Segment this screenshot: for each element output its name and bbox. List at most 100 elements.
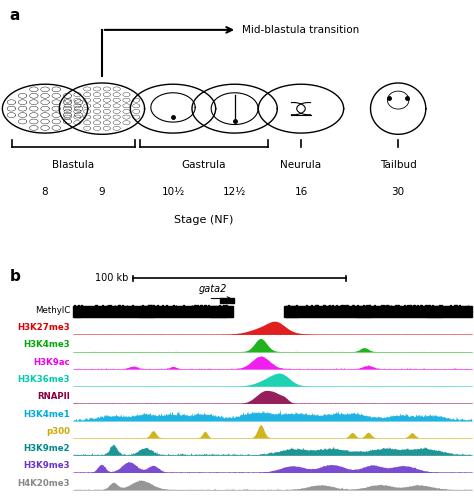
Bar <box>288 306 289 317</box>
Bar <box>112 306 113 317</box>
Bar <box>224 306 225 317</box>
Bar <box>306 306 307 317</box>
Bar <box>374 305 375 317</box>
Text: Neurula: Neurula <box>281 160 321 170</box>
Bar <box>461 306 462 317</box>
Bar <box>327 306 328 317</box>
Bar <box>101 306 102 317</box>
Text: b: b <box>9 269 20 284</box>
Bar <box>75 306 76 317</box>
Bar <box>422 306 423 317</box>
Bar <box>409 305 410 317</box>
Bar <box>140 306 141 317</box>
Bar <box>447 306 448 317</box>
Bar <box>411 306 412 317</box>
Bar <box>471 306 472 317</box>
Bar <box>364 306 365 317</box>
Bar <box>453 306 454 317</box>
Bar <box>225 305 226 317</box>
Bar <box>128 306 129 317</box>
Bar <box>429 305 430 317</box>
Bar <box>363 306 364 317</box>
Bar <box>350 306 351 317</box>
Bar <box>412 306 413 317</box>
Bar <box>74 305 75 317</box>
Bar <box>132 305 133 317</box>
Bar <box>116 306 117 317</box>
Bar <box>190 306 191 317</box>
Bar <box>370 305 371 317</box>
Bar <box>139 306 140 317</box>
Bar <box>205 305 206 317</box>
Bar <box>348 306 349 317</box>
Bar <box>324 305 325 317</box>
Bar <box>379 306 380 317</box>
Bar <box>395 305 396 317</box>
Bar <box>392 306 393 317</box>
Bar <box>301 306 302 317</box>
Bar <box>387 305 388 317</box>
Bar <box>196 306 197 317</box>
Bar <box>371 306 372 317</box>
Bar <box>119 305 120 317</box>
Bar <box>336 305 337 317</box>
Bar <box>189 306 190 317</box>
Text: 30: 30 <box>392 188 405 197</box>
Bar <box>103 306 104 317</box>
Bar <box>195 305 196 317</box>
Bar <box>164 306 165 317</box>
Bar <box>452 305 453 317</box>
Bar <box>186 306 187 317</box>
Bar <box>362 306 363 317</box>
Bar <box>380 305 381 317</box>
Bar <box>173 305 174 317</box>
Bar <box>173 306 174 317</box>
Text: H3K9me2: H3K9me2 <box>24 444 70 453</box>
Bar <box>102 305 103 317</box>
Bar <box>398 305 399 317</box>
Bar <box>329 306 330 317</box>
Bar <box>337 305 338 317</box>
Bar <box>206 306 207 317</box>
Bar <box>418 306 419 317</box>
Bar <box>320 306 321 317</box>
Bar <box>437 306 438 317</box>
Bar <box>221 306 222 317</box>
Bar <box>310 306 311 317</box>
Bar <box>185 306 186 317</box>
Bar <box>165 306 166 317</box>
Bar <box>457 306 458 317</box>
Bar <box>220 306 221 317</box>
Bar <box>400 306 401 317</box>
Bar <box>182 306 183 317</box>
Bar <box>377 306 378 317</box>
Bar <box>392 306 393 317</box>
Bar <box>332 305 333 317</box>
Bar <box>462 306 463 317</box>
Bar <box>85 306 86 317</box>
Text: RNAPII: RNAPII <box>37 392 70 401</box>
Bar <box>347 306 348 317</box>
Bar <box>176 306 177 317</box>
Bar <box>444 305 445 317</box>
Bar <box>412 306 413 317</box>
Bar <box>369 305 370 317</box>
Bar <box>120 306 121 317</box>
Bar <box>100 306 101 317</box>
Bar <box>291 306 292 317</box>
Bar <box>439 305 440 317</box>
Bar <box>378 306 379 317</box>
Bar <box>157 305 158 317</box>
Bar <box>359 306 360 317</box>
Bar <box>285 306 286 317</box>
Bar <box>213 306 214 317</box>
Bar <box>200 306 201 317</box>
Bar <box>406 306 407 317</box>
Bar <box>434 306 435 317</box>
Bar <box>467 306 468 317</box>
Bar <box>216 306 217 317</box>
Bar <box>335 306 336 317</box>
Bar <box>104 306 105 317</box>
Bar <box>150 305 151 317</box>
Bar <box>402 306 403 317</box>
